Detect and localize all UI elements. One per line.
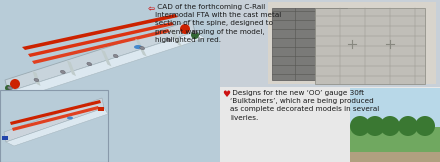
Bar <box>220 0 440 87</box>
Polygon shape <box>32 29 170 64</box>
Polygon shape <box>67 60 76 76</box>
Ellipse shape <box>140 46 145 50</box>
Bar <box>350 88 440 132</box>
Bar <box>0 0 220 162</box>
Text: ♥: ♥ <box>222 90 230 99</box>
Ellipse shape <box>166 38 171 42</box>
Ellipse shape <box>134 45 142 49</box>
Text: ⇦: ⇦ <box>148 4 155 13</box>
Polygon shape <box>135 39 147 57</box>
Ellipse shape <box>114 54 118 58</box>
Circle shape <box>5 85 11 91</box>
Ellipse shape <box>7 86 12 90</box>
Bar <box>0 90 108 162</box>
Circle shape <box>415 116 435 136</box>
Bar <box>220 88 438 162</box>
FancyBboxPatch shape <box>272 8 347 80</box>
Bar <box>268 2 436 84</box>
Polygon shape <box>8 32 205 98</box>
Polygon shape <box>28 22 174 57</box>
Circle shape <box>180 24 190 34</box>
Polygon shape <box>169 28 183 47</box>
Ellipse shape <box>87 62 92 66</box>
Ellipse shape <box>67 116 73 120</box>
Ellipse shape <box>60 70 65 74</box>
Bar <box>350 88 440 162</box>
Bar <box>350 152 440 162</box>
Polygon shape <box>22 14 178 50</box>
Polygon shape <box>101 49 111 66</box>
Polygon shape <box>6 108 108 146</box>
Bar <box>350 127 440 162</box>
Polygon shape <box>10 100 101 125</box>
Circle shape <box>350 116 370 136</box>
Text: CAD of the forthcoming C-Rail
Intermodal FTA with the cast metal
section of the : CAD of the forthcoming C-Rail Intermodal… <box>155 4 281 43</box>
Circle shape <box>398 116 418 136</box>
Bar <box>98 107 104 111</box>
Text: Designs for the new ‘OO’ gauge 30ft
‘Bulktainers’, which are being produced
as c: Designs for the new ‘OO’ gauge 30ft ‘Bul… <box>230 90 379 121</box>
Polygon shape <box>5 20 195 92</box>
Circle shape <box>191 31 199 39</box>
FancyBboxPatch shape <box>315 8 425 84</box>
Ellipse shape <box>34 78 39 82</box>
Polygon shape <box>33 71 40 86</box>
Circle shape <box>10 79 20 89</box>
Ellipse shape <box>193 30 198 34</box>
Polygon shape <box>4 98 104 142</box>
Circle shape <box>365 116 385 136</box>
Circle shape <box>380 116 400 136</box>
Polygon shape <box>12 106 99 131</box>
Bar <box>2 136 8 140</box>
